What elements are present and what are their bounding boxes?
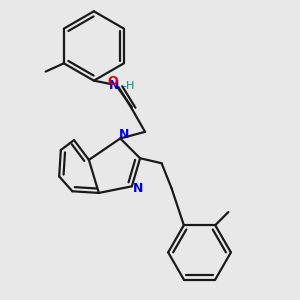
Text: -H: -H: [122, 81, 135, 91]
Text: O: O: [107, 75, 118, 88]
Text: N: N: [133, 182, 143, 196]
Text: N: N: [119, 128, 129, 141]
Text: N: N: [109, 79, 119, 92]
